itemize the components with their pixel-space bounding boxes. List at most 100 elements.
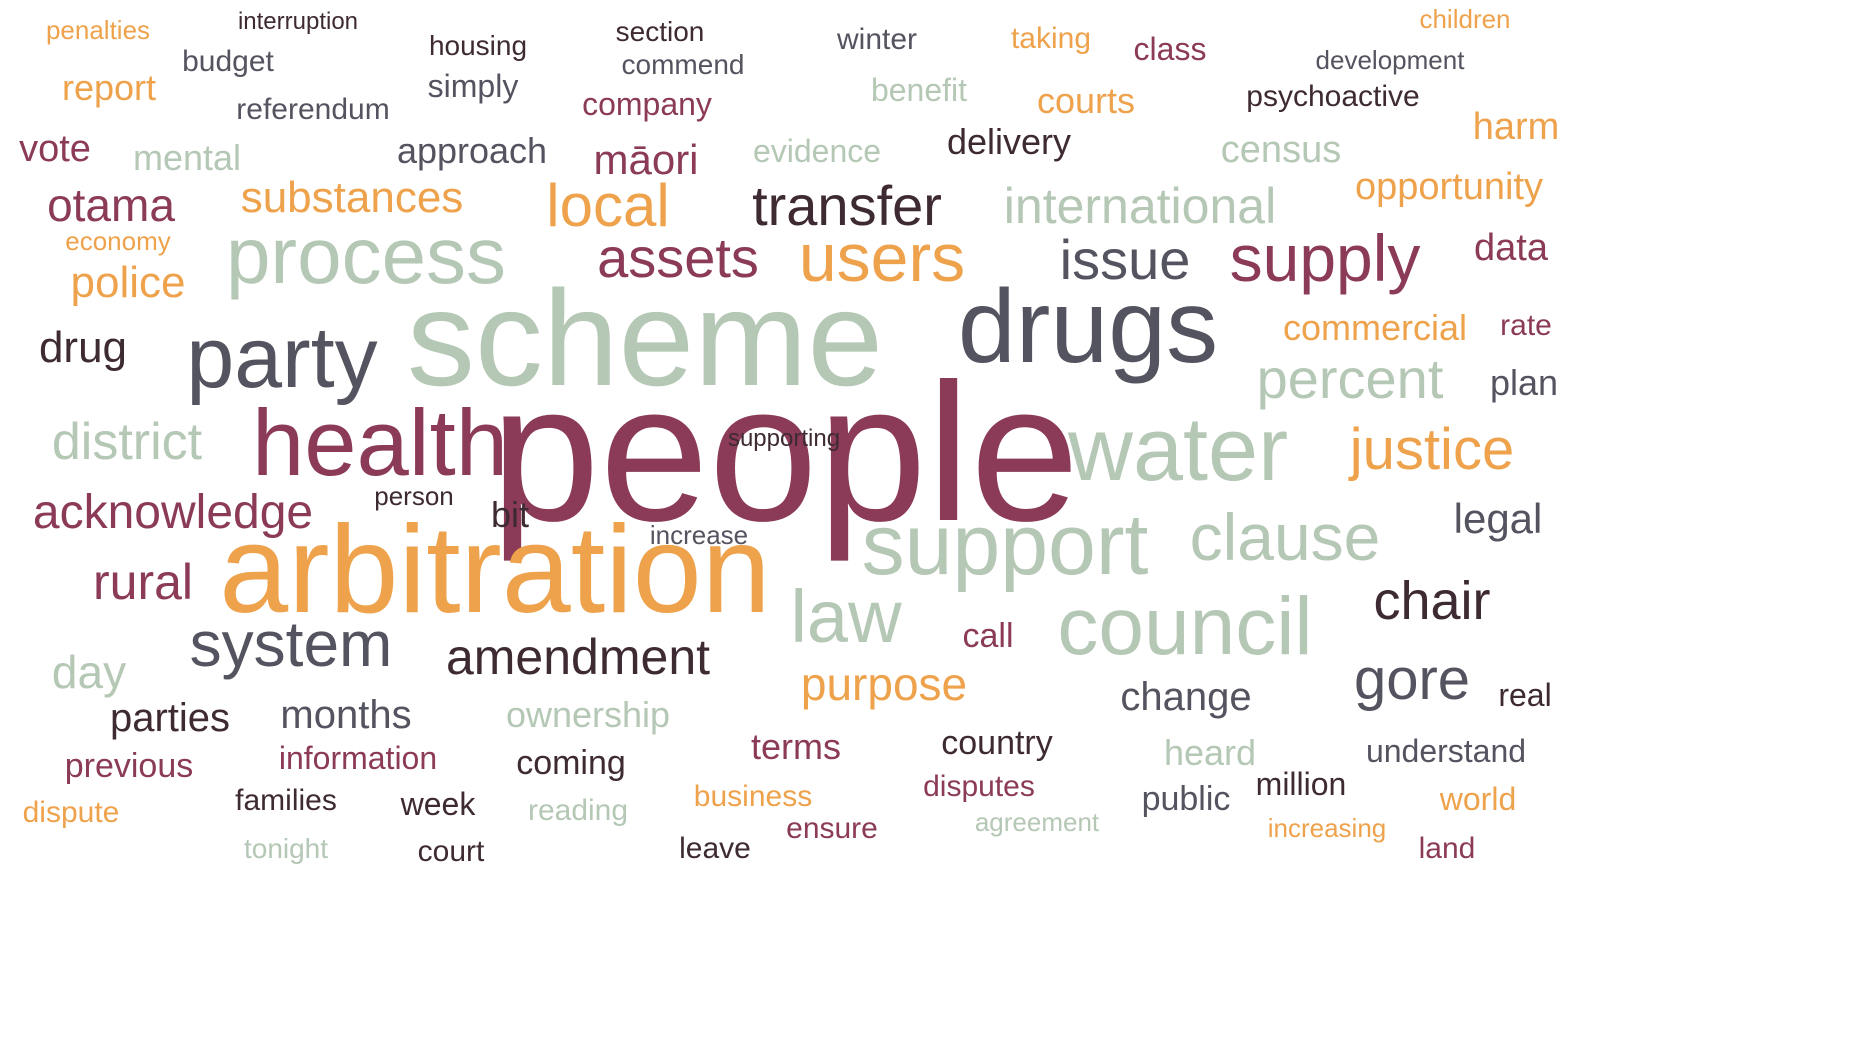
word: police: [70, 258, 186, 307]
word: scheme: [406, 262, 884, 414]
word: gore: [1353, 647, 1471, 712]
word: users: [798, 220, 966, 296]
word: previous: [64, 747, 194, 785]
word: change: [1120, 675, 1252, 719]
word: vote: [19, 128, 91, 170]
word: terms: [751, 726, 841, 767]
word: substances: [240, 173, 464, 222]
word: day: [51, 646, 127, 698]
word: families: [235, 784, 337, 817]
word: amendment: [445, 629, 711, 685]
word: world: [1439, 781, 1517, 817]
word: purpose: [800, 658, 968, 710]
word: drugs: [957, 269, 1219, 385]
word: children: [1419, 4, 1511, 34]
word: plan: [1489, 362, 1559, 403]
word: psychoactive: [1246, 80, 1420, 113]
word: week: [400, 786, 476, 822]
word: coming: [516, 744, 626, 782]
word: data: [1474, 227, 1548, 269]
word: chair: [1373, 571, 1491, 631]
word: māori: [593, 136, 699, 183]
word: bit: [490, 494, 530, 535]
word: water: [1067, 400, 1289, 500]
word: business: [693, 780, 813, 813]
word: otama: [47, 179, 175, 231]
word: court: [417, 835, 485, 868]
word: leave: [679, 832, 751, 865]
word: dispute: [22, 796, 120, 829]
word: understand: [1365, 733, 1527, 769]
word: increase: [649, 520, 749, 550]
word: law: [790, 575, 902, 658]
word: ensure: [786, 812, 878, 845]
word: system: [189, 608, 393, 680]
word: economy: [65, 226, 171, 256]
word: local: [546, 172, 670, 239]
word: land: [1418, 832, 1476, 865]
word: mental: [132, 137, 242, 178]
word: arbitration: [219, 501, 771, 639]
word: acknowledge: [32, 486, 314, 539]
word: process: [225, 211, 507, 300]
word: parties: [109, 696, 231, 740]
word: section: [615, 16, 705, 47]
word: taking: [1010, 22, 1092, 55]
word: clause: [1189, 500, 1381, 574]
word: reading: [527, 794, 629, 827]
word: penalties: [45, 15, 151, 45]
word: tonight: [243, 833, 329, 864]
word: council: [1057, 581, 1313, 672]
word: real: [1498, 677, 1552, 713]
word: increasing: [1267, 813, 1387, 843]
word: housing: [428, 30, 528, 61]
word: harm: [1472, 106, 1560, 148]
word: person: [374, 481, 454, 511]
word: courts: [1036, 80, 1136, 121]
word: drug: [38, 323, 128, 372]
word: agreement: [974, 807, 1100, 837]
word: interruption: [237, 8, 359, 35]
word: benefit: [870, 72, 968, 108]
word: budget: [182, 45, 274, 78]
word: census: [1220, 129, 1342, 171]
word: company: [582, 86, 712, 122]
word: rural: [92, 554, 194, 610]
word: approach: [396, 130, 548, 171]
word: report: [61, 67, 157, 108]
word: disputes: [923, 770, 1035, 803]
word: district: [51, 413, 203, 471]
word: issue: [1059, 228, 1191, 291]
word: support: [861, 497, 1149, 593]
word: country: [941, 724, 1053, 762]
word: delivery: [946, 121, 1072, 162]
word: rate: [1500, 309, 1552, 342]
word: people: [490, 343, 1080, 562]
word: supporting: [727, 425, 841, 452]
word: development: [1315, 45, 1465, 75]
word: assets: [597, 226, 759, 289]
word: commend: [621, 49, 745, 80]
word: ownership: [505, 694, 671, 735]
word: opportunity: [1354, 166, 1544, 208]
word: commercial: [1282, 307, 1468, 348]
word: call: [962, 617, 1014, 655]
word: health: [251, 390, 509, 495]
word: public: [1141, 780, 1231, 818]
word: information: [278, 740, 438, 776]
word: months: [280, 693, 412, 737]
word: million: [1255, 766, 1347, 802]
word: winter: [836, 23, 918, 56]
word: supply: [1229, 221, 1421, 295]
word: percent: [1256, 347, 1444, 410]
word: legal: [1453, 495, 1543, 542]
word: transfer: [752, 174, 942, 237]
word: simply: [427, 68, 519, 104]
word: class: [1133, 31, 1207, 67]
word: evidence: [752, 133, 882, 169]
word: international: [1003, 178, 1277, 234]
word: party: [186, 310, 378, 406]
word: referendum: [236, 93, 390, 126]
word: justice: [1349, 417, 1515, 482]
